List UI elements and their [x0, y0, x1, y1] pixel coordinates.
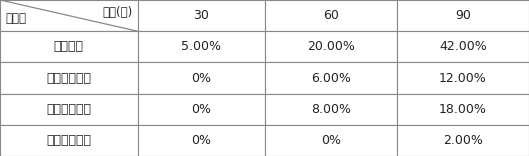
Text: 2.00%: 2.00%	[443, 134, 483, 147]
Text: 0%: 0%	[191, 134, 211, 147]
Text: 防治剂２处理: 防治剂２处理	[46, 103, 92, 116]
Bar	[397, 125, 529, 156]
Bar	[264, 94, 397, 125]
Text: 20.00%: 20.00%	[307, 40, 354, 53]
Bar	[0, 0, 138, 31]
Bar	[0, 125, 138, 156]
Text: 时间(天): 时间(天)	[102, 6, 132, 19]
Bar	[397, 0, 529, 31]
Text: 42.00%: 42.00%	[439, 40, 487, 53]
Bar	[264, 125, 397, 156]
Text: 60: 60	[323, 9, 339, 22]
Text: 5.00%: 5.00%	[181, 40, 221, 53]
Bar	[138, 31, 264, 62]
Text: 0%: 0%	[191, 71, 211, 85]
Bar	[138, 0, 264, 31]
Text: 防治剂１处理: 防治剂１处理	[46, 71, 92, 85]
Text: 实施例３处理: 实施例３处理	[46, 134, 92, 147]
Text: 8.00%: 8.00%	[311, 103, 351, 116]
Text: 未经处理: 未经处理	[54, 40, 84, 53]
Text: 处理组: 处理组	[5, 12, 26, 25]
Bar	[138, 94, 264, 125]
Bar	[397, 94, 529, 125]
Bar	[0, 94, 138, 125]
Bar	[138, 62, 264, 94]
Text: 30: 30	[193, 9, 209, 22]
Bar	[264, 62, 397, 94]
Bar	[397, 62, 529, 94]
Bar	[264, 31, 397, 62]
Bar	[397, 31, 529, 62]
Bar	[0, 62, 138, 94]
Text: 12.00%: 12.00%	[439, 71, 487, 85]
Bar	[0, 31, 138, 62]
Text: 18.00%: 18.00%	[439, 103, 487, 116]
Text: 90: 90	[455, 9, 471, 22]
Text: 0%: 0%	[321, 134, 341, 147]
Bar	[264, 0, 397, 31]
Bar	[138, 125, 264, 156]
Text: 6.00%: 6.00%	[311, 71, 351, 85]
Text: 0%: 0%	[191, 103, 211, 116]
